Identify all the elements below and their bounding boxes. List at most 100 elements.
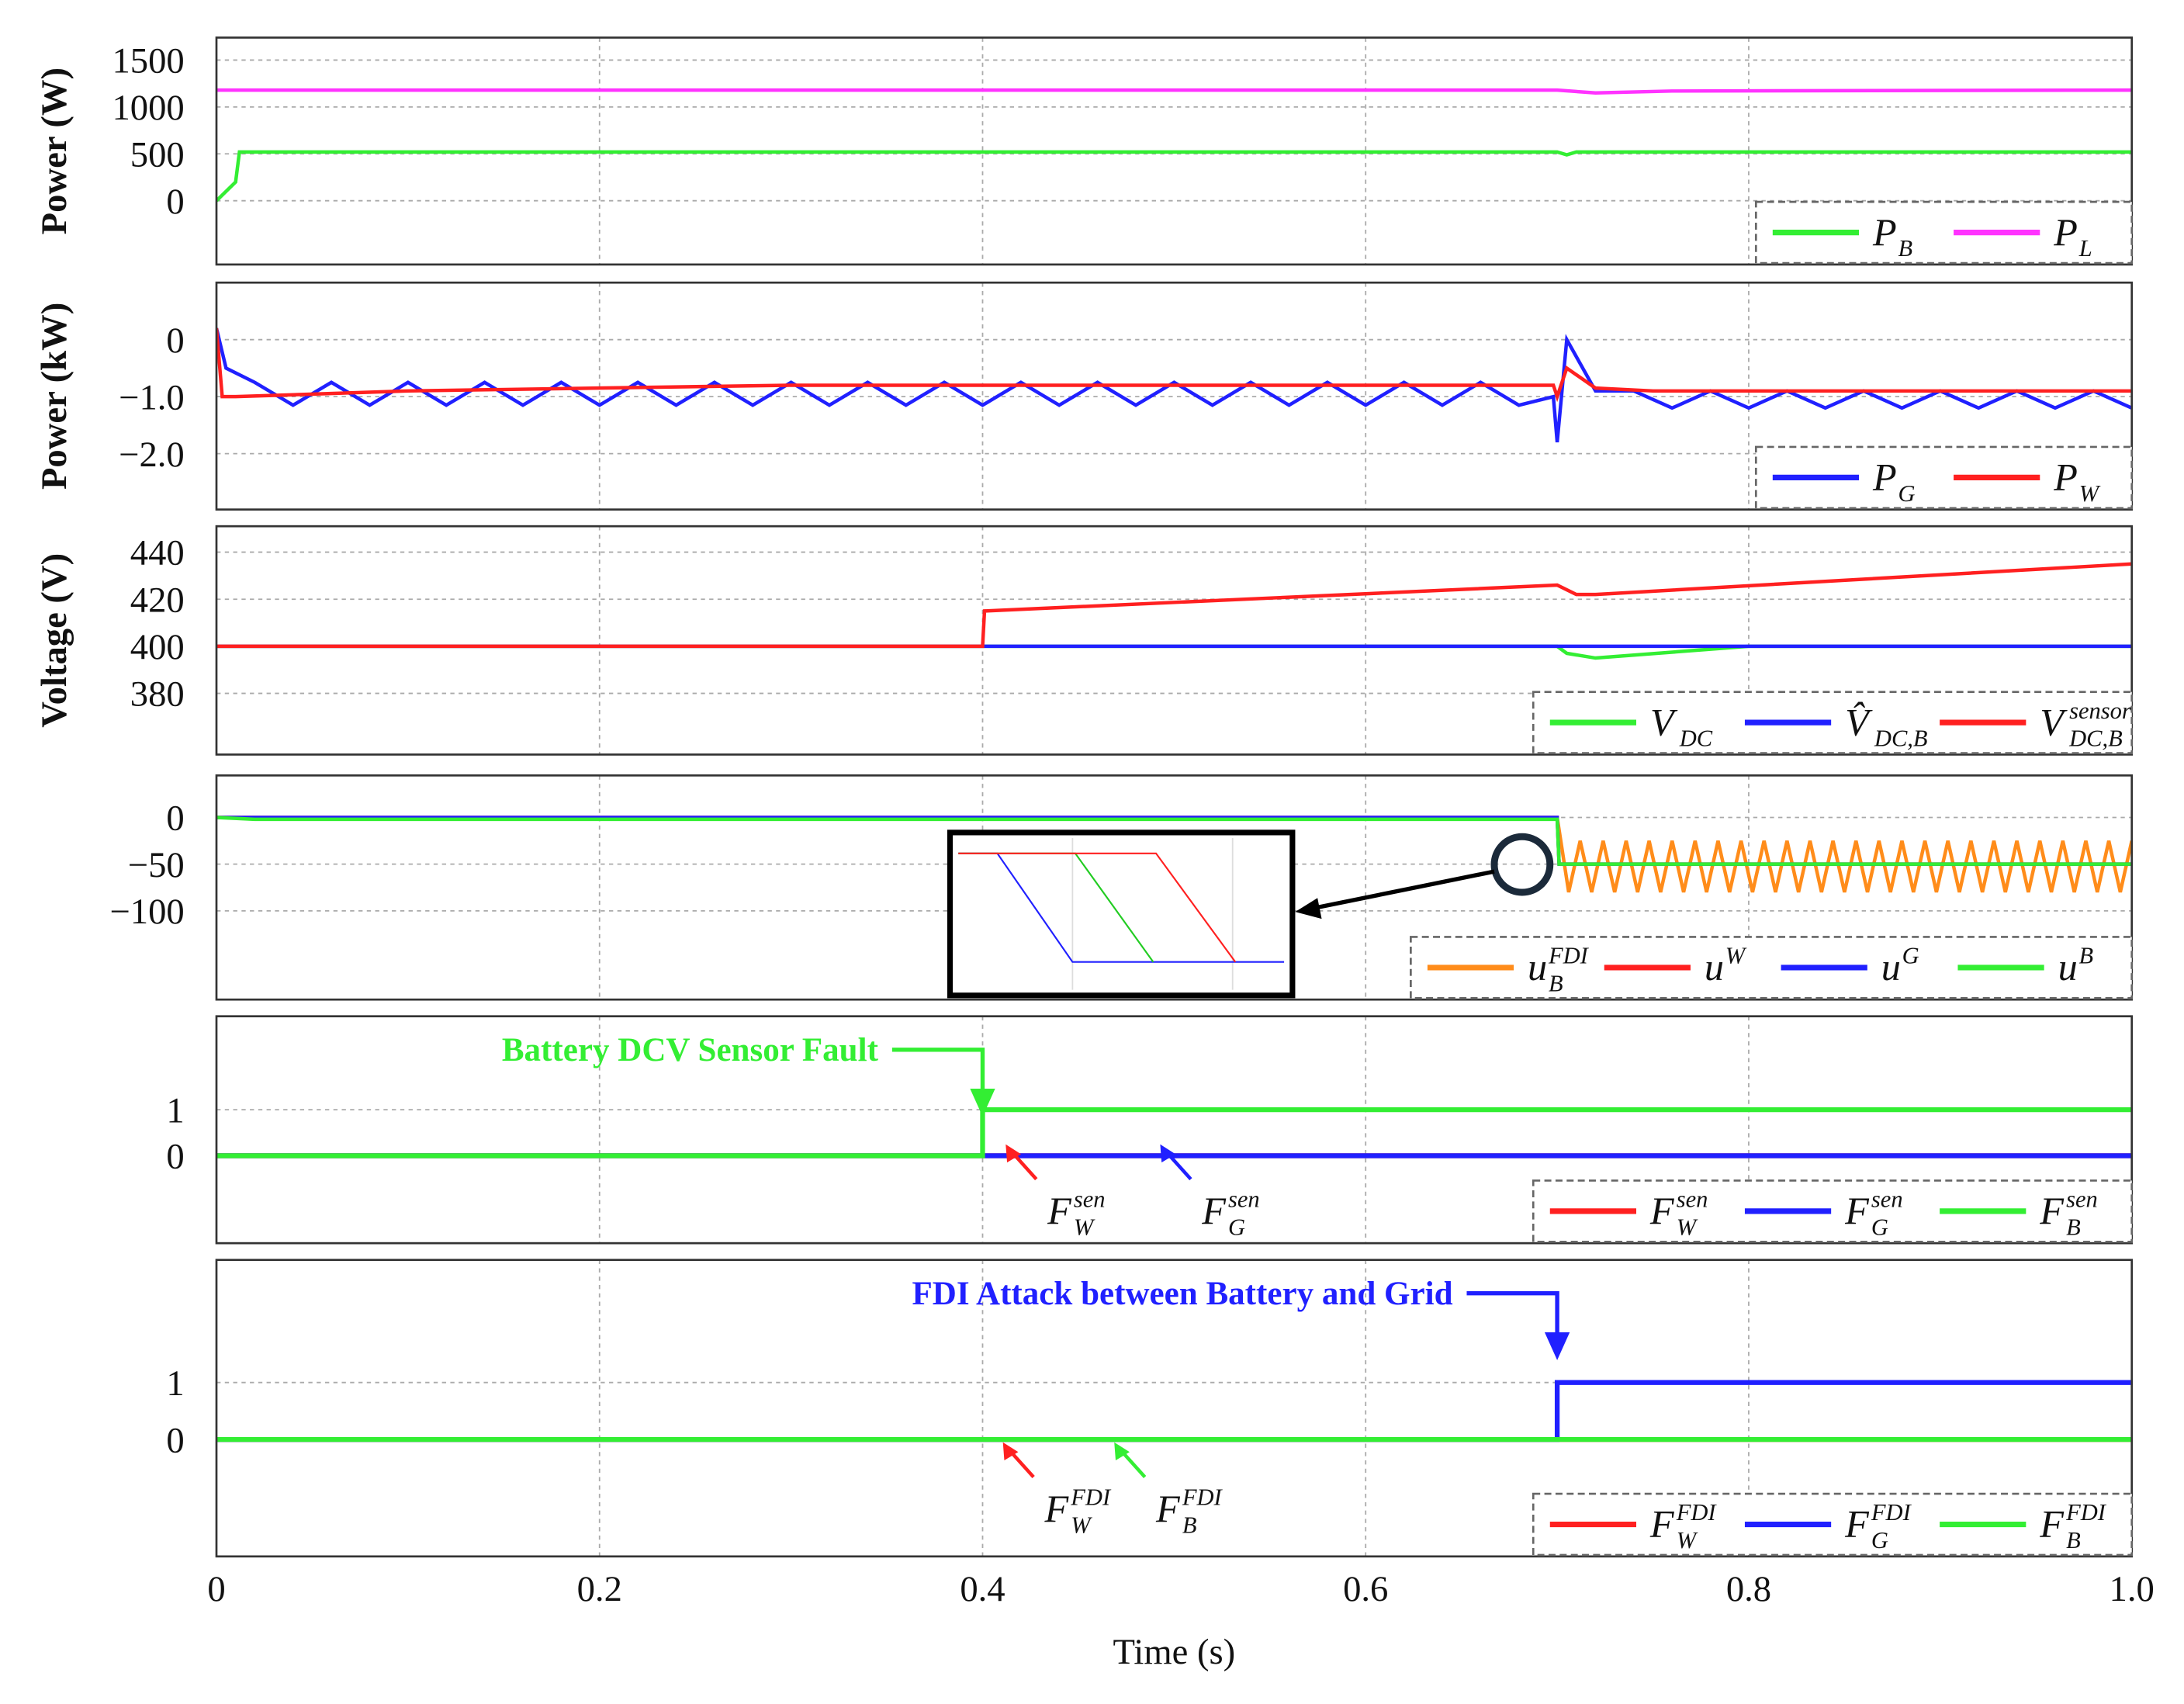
data-line xyxy=(216,816,2132,866)
y-tick-label: 1500 xyxy=(112,41,184,81)
x-tick-label: 0.8 xyxy=(1726,1569,1771,1609)
legend-label: F xyxy=(1649,1502,1675,1546)
legend-label: F xyxy=(1844,1502,1870,1546)
x-tick-label: 0.2 xyxy=(577,1569,622,1609)
annotation-label-sub: B xyxy=(1182,1512,1197,1538)
legend-label-sub: W xyxy=(2079,480,2101,507)
annotation-label: F xyxy=(1047,1189,1072,1232)
y-axis-label: Power (W) xyxy=(34,68,74,234)
y-tick-label: 1000 xyxy=(112,88,184,128)
annotation-pointer-head xyxy=(1005,1144,1021,1163)
annotation-arrowhead xyxy=(970,1089,995,1117)
legend-label-sup: B xyxy=(2079,943,2094,969)
panel: 0 500 1000 1500 Power (W) xyxy=(34,36,2134,266)
annotation-label-sub: G xyxy=(1228,1214,1245,1240)
data-line xyxy=(216,88,2132,95)
legend-label-sup: FDI xyxy=(1676,1499,1718,1526)
y-tick-label: 380 xyxy=(130,674,185,715)
zoom-arrow xyxy=(1315,869,1495,910)
data-line xyxy=(216,562,2132,649)
legend-label: V̂ xyxy=(1845,700,1873,743)
plot-frame xyxy=(215,36,2134,266)
legend-label: P xyxy=(2053,455,2078,499)
data-line xyxy=(216,816,2132,893)
y-tick-label: 1 xyxy=(166,1090,184,1131)
y-tick-label: 400 xyxy=(130,627,185,667)
legend-label-sup: FDI xyxy=(1871,1499,1912,1526)
annotation-label: F xyxy=(1155,1487,1181,1530)
legend-label: F xyxy=(1649,1189,1675,1232)
annotation: Battery DCV Sensor Fault xyxy=(502,1032,879,1068)
legend-label-sub: G xyxy=(1871,1214,1888,1240)
annotation-label-sub: W xyxy=(1071,1512,1092,1538)
legend-label-sup: sen xyxy=(2066,1186,2098,1213)
y-tick-label: 440 xyxy=(130,533,185,573)
inset-line xyxy=(958,852,1237,963)
annotation-pointer-head xyxy=(1002,1442,1019,1461)
plot-frame xyxy=(215,1015,2134,1245)
data-line xyxy=(216,327,2132,443)
y-tick-label: −100 xyxy=(110,892,185,932)
legend-label: P xyxy=(2053,210,2078,254)
plot-frame xyxy=(215,525,2134,756)
y-tick-label: 0 xyxy=(166,1137,184,1177)
legend-label-sub: B xyxy=(2066,1527,2081,1553)
panel: 380 400 420 440 Voltage (V) xyxy=(34,525,2134,756)
inset-frame xyxy=(947,829,1296,999)
legend-label-sub: B xyxy=(1898,235,1912,261)
annotation-label: F xyxy=(1044,1487,1070,1530)
annotation-label-sub: W xyxy=(1074,1214,1095,1240)
legend-label-sup: W xyxy=(1725,943,1747,969)
data-line xyxy=(216,1107,2132,1159)
annotation-arrow xyxy=(1466,1291,1559,1341)
legend-label: F xyxy=(1844,1189,1870,1232)
y-tick-label: −2.0 xyxy=(119,435,185,475)
x-tick-label: 1.0 xyxy=(2110,1569,2155,1609)
y-tick-label: 0 xyxy=(166,1420,184,1460)
legend-label: u xyxy=(2058,945,2078,989)
y-tick-label: 500 xyxy=(130,134,185,175)
y-axis-label: Power (kW) xyxy=(34,303,74,490)
annotation-pointer-head xyxy=(1160,1144,1176,1163)
legend-label: P xyxy=(1872,455,1897,499)
data-line xyxy=(216,327,2132,403)
y-tick-label: −50 xyxy=(128,845,185,885)
plot-frame xyxy=(215,281,2134,511)
legend-label-sup: FDI xyxy=(1548,943,1590,969)
legend-label: V xyxy=(1650,700,1678,743)
legend-label-sub: W xyxy=(1677,1527,1698,1553)
y-tick-label: 0 xyxy=(166,320,184,361)
legend-label-sub: DC,B xyxy=(2068,726,2123,752)
y-axis-label: Voltage (V) xyxy=(34,553,74,728)
annotation-label-sup: FDI xyxy=(1070,1484,1112,1510)
legend-label-sup: sen xyxy=(1871,1186,1903,1213)
legend-label: u xyxy=(1528,945,1547,989)
panel: 0 0.2 0.4 0.6 0.8 1.0 0 1 Time (s) FDI Attack bet… xyxy=(166,1259,2155,1672)
annotation-label-sup: sen xyxy=(1074,1186,1106,1213)
annotation-label: F xyxy=(1201,1189,1227,1232)
panel: 0 1 Battery DCV Sensor Fault xyxy=(166,1015,2134,1245)
legend-label-sup: sensor xyxy=(2069,698,2131,724)
legend-label-sup: FDI xyxy=(2065,1499,2107,1526)
annotation-arrow xyxy=(891,1048,985,1097)
y-tick-label: 0 xyxy=(166,798,184,839)
x-tick-label: 0 xyxy=(207,1569,225,1609)
legend-label: P xyxy=(1872,210,1897,254)
x-tick-label: 0.4 xyxy=(960,1569,1005,1609)
plot-frame xyxy=(215,1259,2134,1558)
annotation: FDI Attack between Battery and Grid xyxy=(912,1276,1452,1312)
legend-label-sub: G xyxy=(1871,1527,1888,1553)
legend-label-sub: DC xyxy=(1679,726,1713,752)
legend-label-sub: L xyxy=(2078,235,2092,261)
panel: 0 −1.0 −2.0 Power (kW) xyxy=(34,281,2134,511)
plot-frame xyxy=(215,774,2134,1001)
y-tick-label: −1.0 xyxy=(119,377,185,417)
legend-label: F xyxy=(2039,1189,2065,1232)
annotation-arrowhead xyxy=(1544,1332,1570,1360)
zoom-inset xyxy=(947,829,1554,999)
y-tick-label: 1 xyxy=(166,1363,184,1404)
legend-label-sub: B xyxy=(2066,1214,2081,1240)
zoom-circle xyxy=(1490,833,1554,896)
